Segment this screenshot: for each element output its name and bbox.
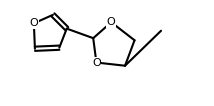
Text: O: O — [92, 58, 101, 68]
Text: O: O — [30, 18, 38, 28]
Text: O: O — [107, 17, 116, 27]
